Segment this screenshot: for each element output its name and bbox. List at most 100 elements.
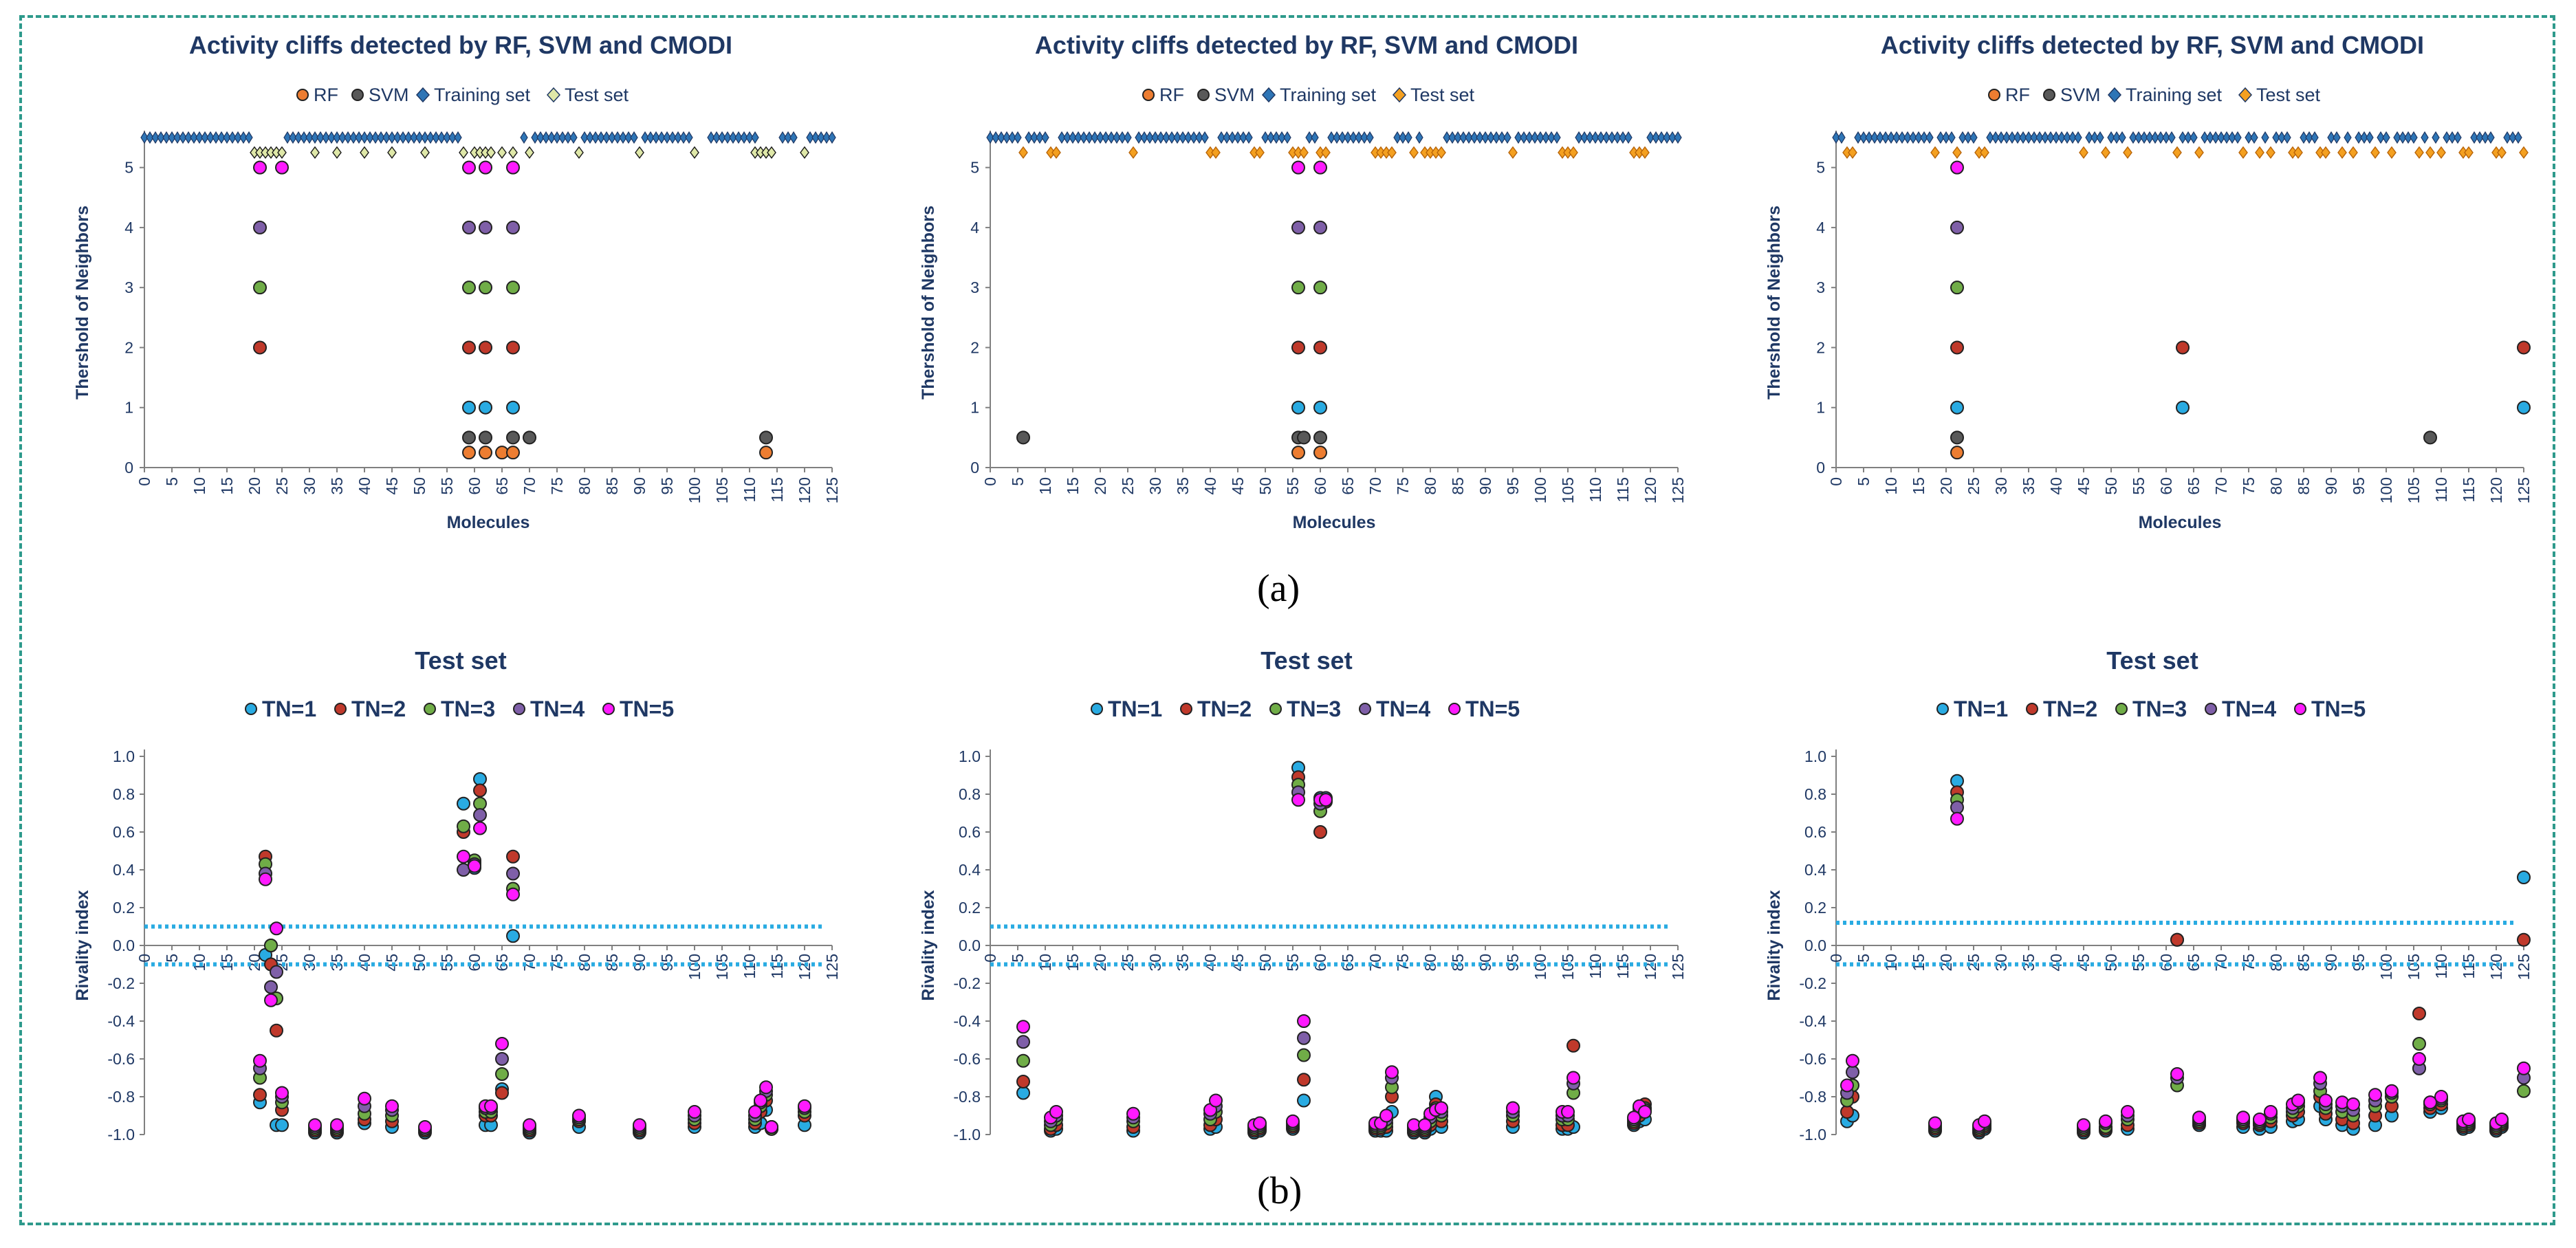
training-set-point [322, 131, 330, 144]
test-set-point [2293, 146, 2303, 159]
legend-label: TN=4 [2222, 697, 2276, 721]
training-set-point [1102, 131, 1110, 144]
training-set-point [1080, 131, 1088, 144]
training-set-point [1228, 131, 1236, 144]
x-tick-label: 25 [273, 477, 291, 495]
x-tick-label: 50 [411, 477, 428, 495]
point-tn5 [2192, 1110, 2206, 1125]
y-tick-label: 1.0 [113, 747, 135, 765]
point-tn5 [253, 160, 267, 175]
legend-marker-tn4 [2205, 703, 2217, 715]
test-set-point [1387, 146, 1397, 159]
training-set-point [1327, 131, 1335, 144]
legend-label: RF [1159, 85, 1184, 105]
point-tn5 [1567, 1071, 1580, 1085]
training-set-point [668, 131, 677, 144]
training-set-point [1124, 131, 1132, 144]
legend-marker-tn5 [602, 703, 615, 715]
training-set-point [1991, 131, 2000, 144]
point-rf [759, 446, 773, 460]
y-tick-label: 0.0 [113, 937, 135, 954]
training-set-point [1333, 131, 1341, 144]
x-tick-label: 110 [1586, 477, 1604, 503]
legend-item-rf: RF [1142, 85, 1184, 105]
training-set-point [1652, 131, 1660, 144]
legend-label: Training set [2126, 85, 2223, 105]
y-tick-label: 2 [970, 338, 979, 356]
test-set-point [508, 146, 518, 159]
point-tn5 [1291, 793, 1305, 807]
point-tn5 [1506, 1101, 1520, 1115]
point-svm [1950, 430, 1964, 445]
training-set-point [2129, 131, 2137, 144]
training-set-point [1503, 131, 1511, 144]
x-tick-label: 75 [1394, 477, 1412, 495]
legend-item-training-set: Training set [1261, 85, 1377, 105]
training-set-point [1553, 131, 1561, 144]
x-tick-label: 40 [1201, 477, 1219, 495]
test-set-point [2519, 146, 2529, 159]
point-tn4 [270, 965, 283, 979]
training-set-point [212, 131, 220, 144]
y-tick-label: 0.6 [113, 823, 135, 841]
y-axis-title: Thershold of Neighbors [1765, 206, 1784, 399]
training-set-point [2184, 131, 2192, 144]
x-tick-label: 35 [1174, 477, 1192, 495]
y-axis-title: Thershold of Neighbors [73, 206, 92, 399]
point-tn5 [330, 1118, 344, 1132]
test-set-point [2079, 146, 2088, 159]
training-set-point [740, 131, 748, 144]
legend-label: RF [314, 85, 338, 105]
x-tick-label: 0 [135, 477, 153, 486]
training-set-point [2019, 131, 2027, 144]
test-set-point [1299, 146, 1309, 159]
x-tick-label: 75 [548, 477, 566, 495]
training-set-point [2151, 131, 2159, 144]
point-tn4 [1950, 220, 1964, 234]
legend-item-tn3: TN=3 [1269, 697, 1341, 721]
y-tick-label: -0.6 [1799, 1050, 1826, 1068]
test-set-point [2238, 146, 2248, 159]
training-set-point [630, 131, 638, 144]
x-tick-label: 15 [1064, 477, 1082, 495]
training-set-point [2146, 131, 2154, 144]
training-set-point [1492, 131, 1500, 144]
point-tn2 [2517, 932, 2531, 947]
legend-label: TN=3 [441, 697, 495, 721]
x-tick-label: 35 [2020, 477, 2038, 495]
legend-label: TN=2 [1197, 697, 1252, 721]
point-tn3 [479, 281, 492, 295]
legend-item-rf: RF [296, 85, 338, 105]
training-set-point [1091, 131, 1099, 144]
training-set-point [652, 131, 660, 144]
point-tn3 [473, 796, 487, 811]
legend-marker-tn5 [2294, 703, 2306, 715]
point-tn4 [1313, 220, 1327, 234]
training-set-point [1014, 131, 1022, 144]
legend-marker-tn2 [334, 703, 347, 715]
point-tn5 [457, 849, 470, 864]
training-set-point [1536, 131, 1544, 144]
point-tn3 [1297, 1048, 1311, 1062]
training-set-point [2035, 131, 2044, 144]
training-set-point [1613, 131, 1622, 144]
y-tick-label: -0.4 [953, 1012, 981, 1030]
y-tick-label: 0.8 [959, 785, 981, 803]
x-tick-label: 100 [686, 477, 703, 503]
point-tn5 [1846, 1053, 1859, 1068]
y-tick-label: 1 [1816, 399, 1825, 417]
training-set-point [173, 131, 182, 144]
x-tick-label: 125 [2515, 954, 2533, 980]
legend-marker-test-set [546, 87, 561, 103]
training-set-point [382, 131, 391, 144]
training-set-point [190, 131, 198, 144]
point-tn5 [484, 1099, 498, 1113]
training-set-point [2432, 131, 2440, 144]
point-tn2 [1840, 1105, 1854, 1119]
y-tick-label: -0.4 [1799, 1012, 1826, 1030]
training-set-point [2448, 131, 2456, 144]
y-tick-label: -1.0 [1799, 1126, 1826, 1143]
training-set-point [613, 131, 622, 144]
training-set-point [2113, 131, 2121, 144]
training-set-point [349, 131, 358, 144]
